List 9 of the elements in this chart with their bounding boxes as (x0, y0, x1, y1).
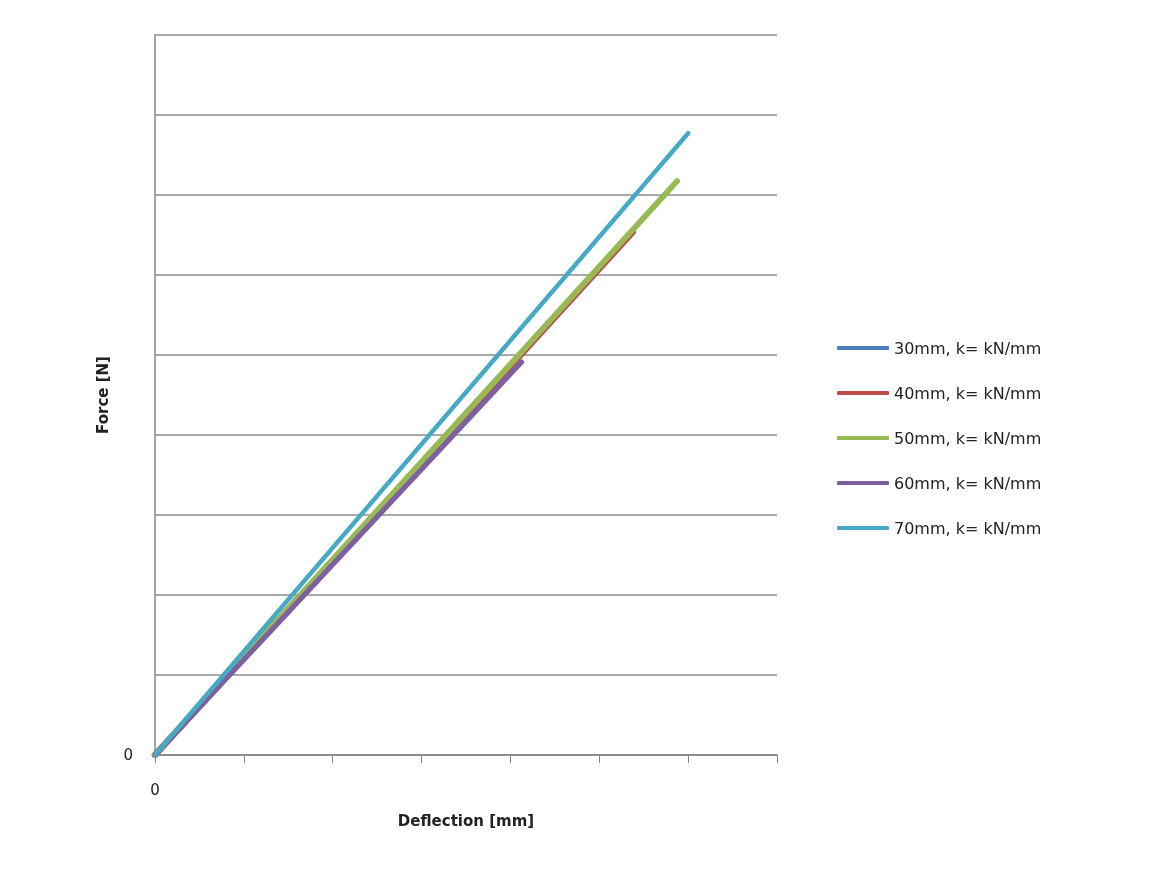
legend-label: 60mm, k= kN/mm (894, 473, 1042, 493)
legend-label: 30mm, k= kN/mm (894, 338, 1042, 358)
x-axis-title: Deflection [mm] (397, 811, 535, 830)
legend-label: 50mm, k= kN/mm (894, 428, 1042, 448)
legend-label: 70mm, k= kN/mm (894, 518, 1042, 538)
text: 0 (123, 746, 133, 764)
text: 0 (150, 781, 160, 799)
y-axis-title: Force [N] (93, 356, 112, 434)
legend-label: 40mm, k= kN/mm (894, 383, 1042, 403)
